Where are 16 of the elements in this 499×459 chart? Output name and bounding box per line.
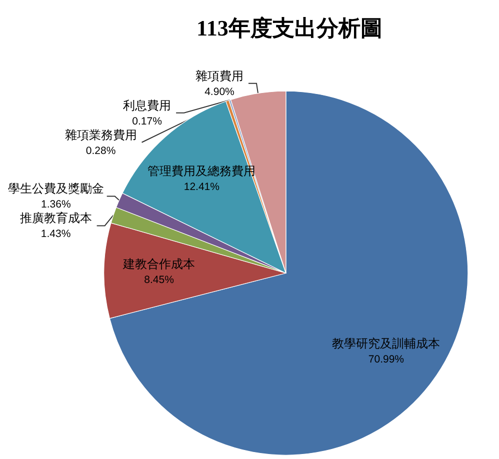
data-label: 4.90% — [204, 86, 234, 98]
data-label: 1.36% — [41, 198, 71, 211]
data-label: 0.17% — [132, 115, 162, 128]
data-label: 0.28% — [86, 144, 116, 157]
data-label: 70.99% — [368, 353, 404, 366]
data-label: 12.41% — [184, 180, 220, 193]
slice-label: 利息費用 — [123, 98, 172, 112]
slice-label: 建教合作成本 — [122, 256, 196, 271]
slice-label: 推廣教育成本 — [20, 211, 92, 226]
chart-title: 113年度支出分析圖 — [196, 16, 382, 40]
data-label: 1.43% — [40, 228, 71, 240]
data-label: 8.45% — [144, 274, 174, 286]
slice-label: 雜項費用 — [195, 68, 244, 83]
slice-label: 雜項業務費用 — [64, 128, 137, 142]
slice-label: 學生公費及獎勵金 — [8, 182, 104, 196]
slice-label: 教學研究及訓輔成本 — [332, 336, 440, 350]
